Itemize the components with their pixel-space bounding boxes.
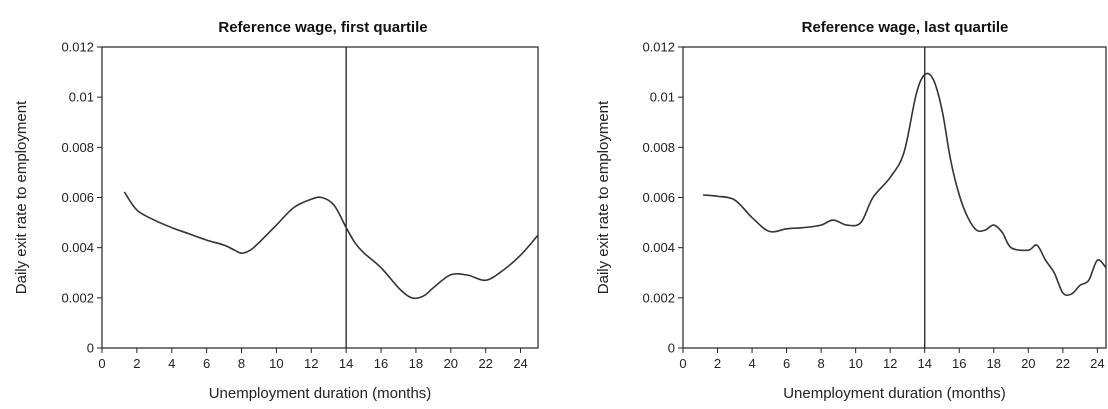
y-tick-label: 0.006 bbox=[642, 190, 675, 205]
x-tick-label: 10 bbox=[848, 356, 862, 371]
y-tick-label: 0.01 bbox=[650, 90, 675, 105]
x-tick-label: 18 bbox=[987, 356, 1001, 371]
x-tick-label: 18 bbox=[409, 356, 423, 371]
x-tick-label: 2 bbox=[714, 356, 721, 371]
y-tick-label: 0.01 bbox=[69, 90, 94, 105]
x-tick-label: 16 bbox=[952, 356, 966, 371]
x-tick-label: 22 bbox=[478, 356, 492, 371]
x-axis-label: Unemployment duration (months) bbox=[209, 385, 432, 402]
x-axis-label: Unemployment duration (months) bbox=[783, 385, 1006, 402]
y-axis-label: Daily exit rate to employment bbox=[595, 100, 612, 294]
x-tick-label: 8 bbox=[238, 356, 245, 371]
x-tick-label: 12 bbox=[304, 356, 318, 371]
x-tick-label: 20 bbox=[444, 356, 458, 371]
y-tick-label: 0.006 bbox=[61, 190, 94, 205]
y-tick-label: 0.012 bbox=[61, 40, 94, 55]
x-tick-label: 20 bbox=[1021, 356, 1035, 371]
series-line bbox=[123, 191, 538, 300]
x-tick-label: 16 bbox=[374, 356, 388, 371]
y-tick-label: 0 bbox=[668, 341, 675, 356]
chart-title: Reference wage, first quartile bbox=[218, 19, 427, 36]
x-tick-label: 8 bbox=[818, 356, 825, 371]
y-tick-label: 0.004 bbox=[642, 240, 675, 255]
y-tick-label: 0.002 bbox=[642, 290, 675, 305]
y-tick-label: 0.002 bbox=[61, 290, 94, 305]
x-tick-label: 0 bbox=[98, 356, 105, 371]
x-tick-label: 22 bbox=[1056, 356, 1070, 371]
series-line bbox=[702, 72, 1106, 297]
x-tick-label: 4 bbox=[748, 356, 755, 371]
y-tick-label: 0 bbox=[87, 341, 94, 356]
y-axis-label: Daily exit rate to employment bbox=[13, 100, 30, 294]
x-tick-label: 6 bbox=[203, 356, 210, 371]
x-tick-label: 2 bbox=[133, 356, 140, 371]
y-tick-label: 0.012 bbox=[642, 40, 675, 55]
x-tick-label: 14 bbox=[339, 356, 353, 371]
y-tick-label: 0.004 bbox=[61, 240, 94, 255]
plot-frame bbox=[682, 46, 1107, 349]
y-tick-label: 0.008 bbox=[61, 140, 94, 155]
x-tick-label: 14 bbox=[917, 356, 931, 371]
x-tick-label: 0 bbox=[679, 356, 686, 371]
x-tick-label: 12 bbox=[883, 356, 897, 371]
x-tick-label: 24 bbox=[513, 356, 527, 371]
y-tick-label: 0.008 bbox=[642, 140, 675, 155]
x-tick-label: 6 bbox=[783, 356, 790, 371]
chart-title: Reference wage, last quartile bbox=[802, 19, 1009, 36]
x-tick-label: 24 bbox=[1090, 356, 1104, 371]
x-tick-label: 10 bbox=[269, 356, 283, 371]
x-tick-label: 4 bbox=[168, 356, 175, 371]
